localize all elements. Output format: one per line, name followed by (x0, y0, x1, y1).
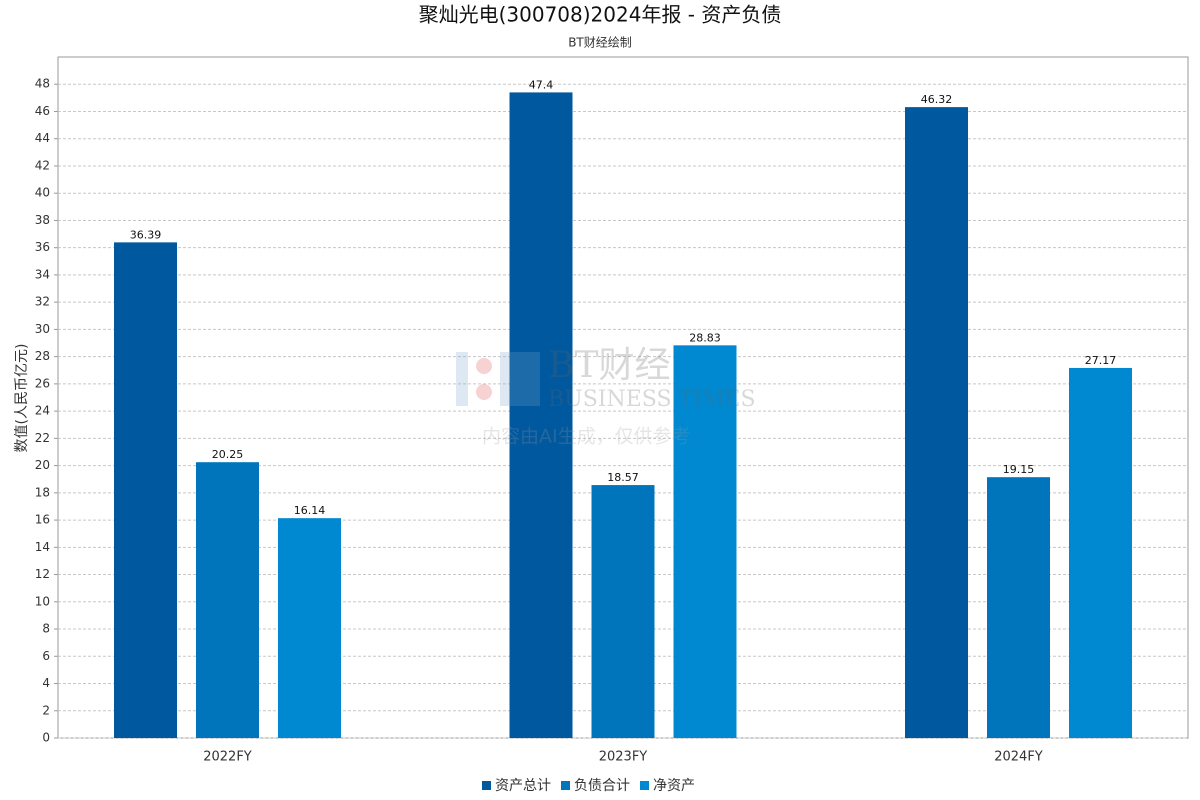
bar (509, 92, 573, 739)
bar (987, 477, 1050, 738)
y-tick-label: 0 (42, 731, 50, 745)
data-label: 46.32 (921, 93, 953, 106)
watermark-text: BT财经 (548, 345, 670, 386)
y-tick-label: 18 (35, 485, 50, 499)
data-label: 28.83 (689, 331, 721, 344)
bar (1069, 367, 1132, 738)
data-label: 47.4 (529, 78, 554, 91)
y-tick-label: 32 (35, 295, 50, 309)
y-tick-label: 24 (35, 404, 50, 418)
y-tick-label: 36 (35, 240, 50, 254)
watermark-logo (456, 352, 468, 406)
y-tick-label: 20 (35, 458, 50, 472)
watermark: BT财经 BUSINESS TIMES 内容由AI生成，仅供参考 (456, 345, 756, 448)
data-label: 16.14 (294, 504, 326, 517)
y-tick-label: 28 (35, 349, 50, 363)
x-tick-label: 2024FY (994, 750, 1043, 765)
y-tick-label: 12 (35, 567, 50, 581)
watermark-logo (500, 352, 540, 406)
x-tick-label: 2022FY (203, 750, 252, 765)
y-tick-label: 44 (35, 131, 50, 145)
bar (114, 242, 177, 738)
legend-swatch (561, 781, 570, 790)
legend-label: 负债合计 (574, 778, 630, 794)
y-axis-label: 数值(人民币亿元) (14, 344, 30, 453)
watermark-logo (476, 384, 492, 400)
y-tick-label: 10 (35, 594, 50, 608)
y-tick-label: 14 (35, 540, 50, 554)
x-tick-label: 2023FY (599, 750, 648, 765)
y-tick-label: 8 (42, 622, 50, 636)
watermark-text: 内容由AI生成，仅供参考 (482, 426, 691, 448)
y-tick-label: 2 (42, 703, 50, 717)
y-tick-label: 34 (35, 267, 50, 281)
y-tick-label: 46 (35, 104, 50, 118)
y-tick-label: 26 (35, 376, 50, 390)
legend-swatch (482, 781, 491, 790)
chart-subtitle: BT财经绘制 (568, 35, 632, 50)
data-label: 19.15 (1003, 463, 1035, 476)
watermark-logo (476, 358, 492, 374)
y-tick-label: 6 (42, 649, 50, 663)
bar (673, 345, 737, 738)
y-tick-label: 22 (35, 431, 50, 445)
y-tick-label: 40 (35, 186, 50, 200)
bar (196, 462, 259, 738)
watermark-text: BUSINESS TIMES (548, 387, 756, 412)
chart-title: 聚灿光电(300708)2024年报 - 资产负债 (419, 3, 782, 27)
data-label: 27.17 (1085, 354, 1117, 367)
y-tick-label: 42 (35, 158, 50, 172)
y-tick-label: 48 (35, 77, 50, 91)
legend-label: 净资产 (653, 778, 695, 794)
bar (591, 485, 655, 738)
y-tick-label: 38 (35, 213, 50, 227)
y-tick-label: 4 (42, 676, 50, 690)
data-label: 36.39 (130, 228, 162, 241)
data-label: 18.57 (607, 471, 639, 484)
bar (905, 107, 968, 739)
legend-swatch (640, 781, 649, 790)
data-label: 20.25 (212, 448, 244, 461)
legend-label: 资产总计 (495, 778, 551, 794)
y-tick-label: 16 (35, 513, 50, 527)
y-tick-label: 30 (35, 322, 50, 336)
bar (278, 518, 341, 738)
